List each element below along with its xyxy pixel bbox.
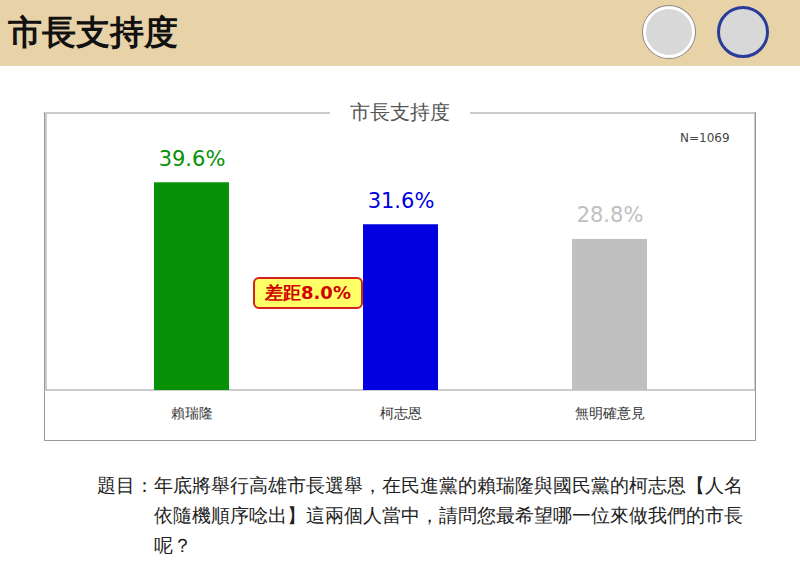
svg-text:28.8%: 28.8% [577, 203, 644, 227]
html-text:差距8.0%: 差距8.0% [265, 282, 351, 303]
svg-text:39.6%: 39.6% [159, 147, 226, 171]
html-text:N=1069: N=1069 [680, 131, 730, 145]
svg-text:賴瑞隆: 賴瑞隆 [171, 405, 213, 421]
svg-text:無明確意見: 無明確意見 [575, 405, 645, 421]
html-text:題目：年底將舉行高雄市長選舉，在民進黨的賴瑞隆與國民黨的柯志: 題目：年底將舉行高雄市長選舉，在民進黨的賴瑞隆與國民黨的柯志恩【人名依隨機順序唸… [97, 474, 743, 556]
html-text:市長支持度: 市長支持度 [8, 12, 178, 52]
html-text:市長支持度: 市長支持度 [350, 100, 450, 124]
svg-text:31.6%: 31.6% [368, 189, 435, 213]
svg-text:柯志恩: 柯志恩 [380, 405, 422, 421]
